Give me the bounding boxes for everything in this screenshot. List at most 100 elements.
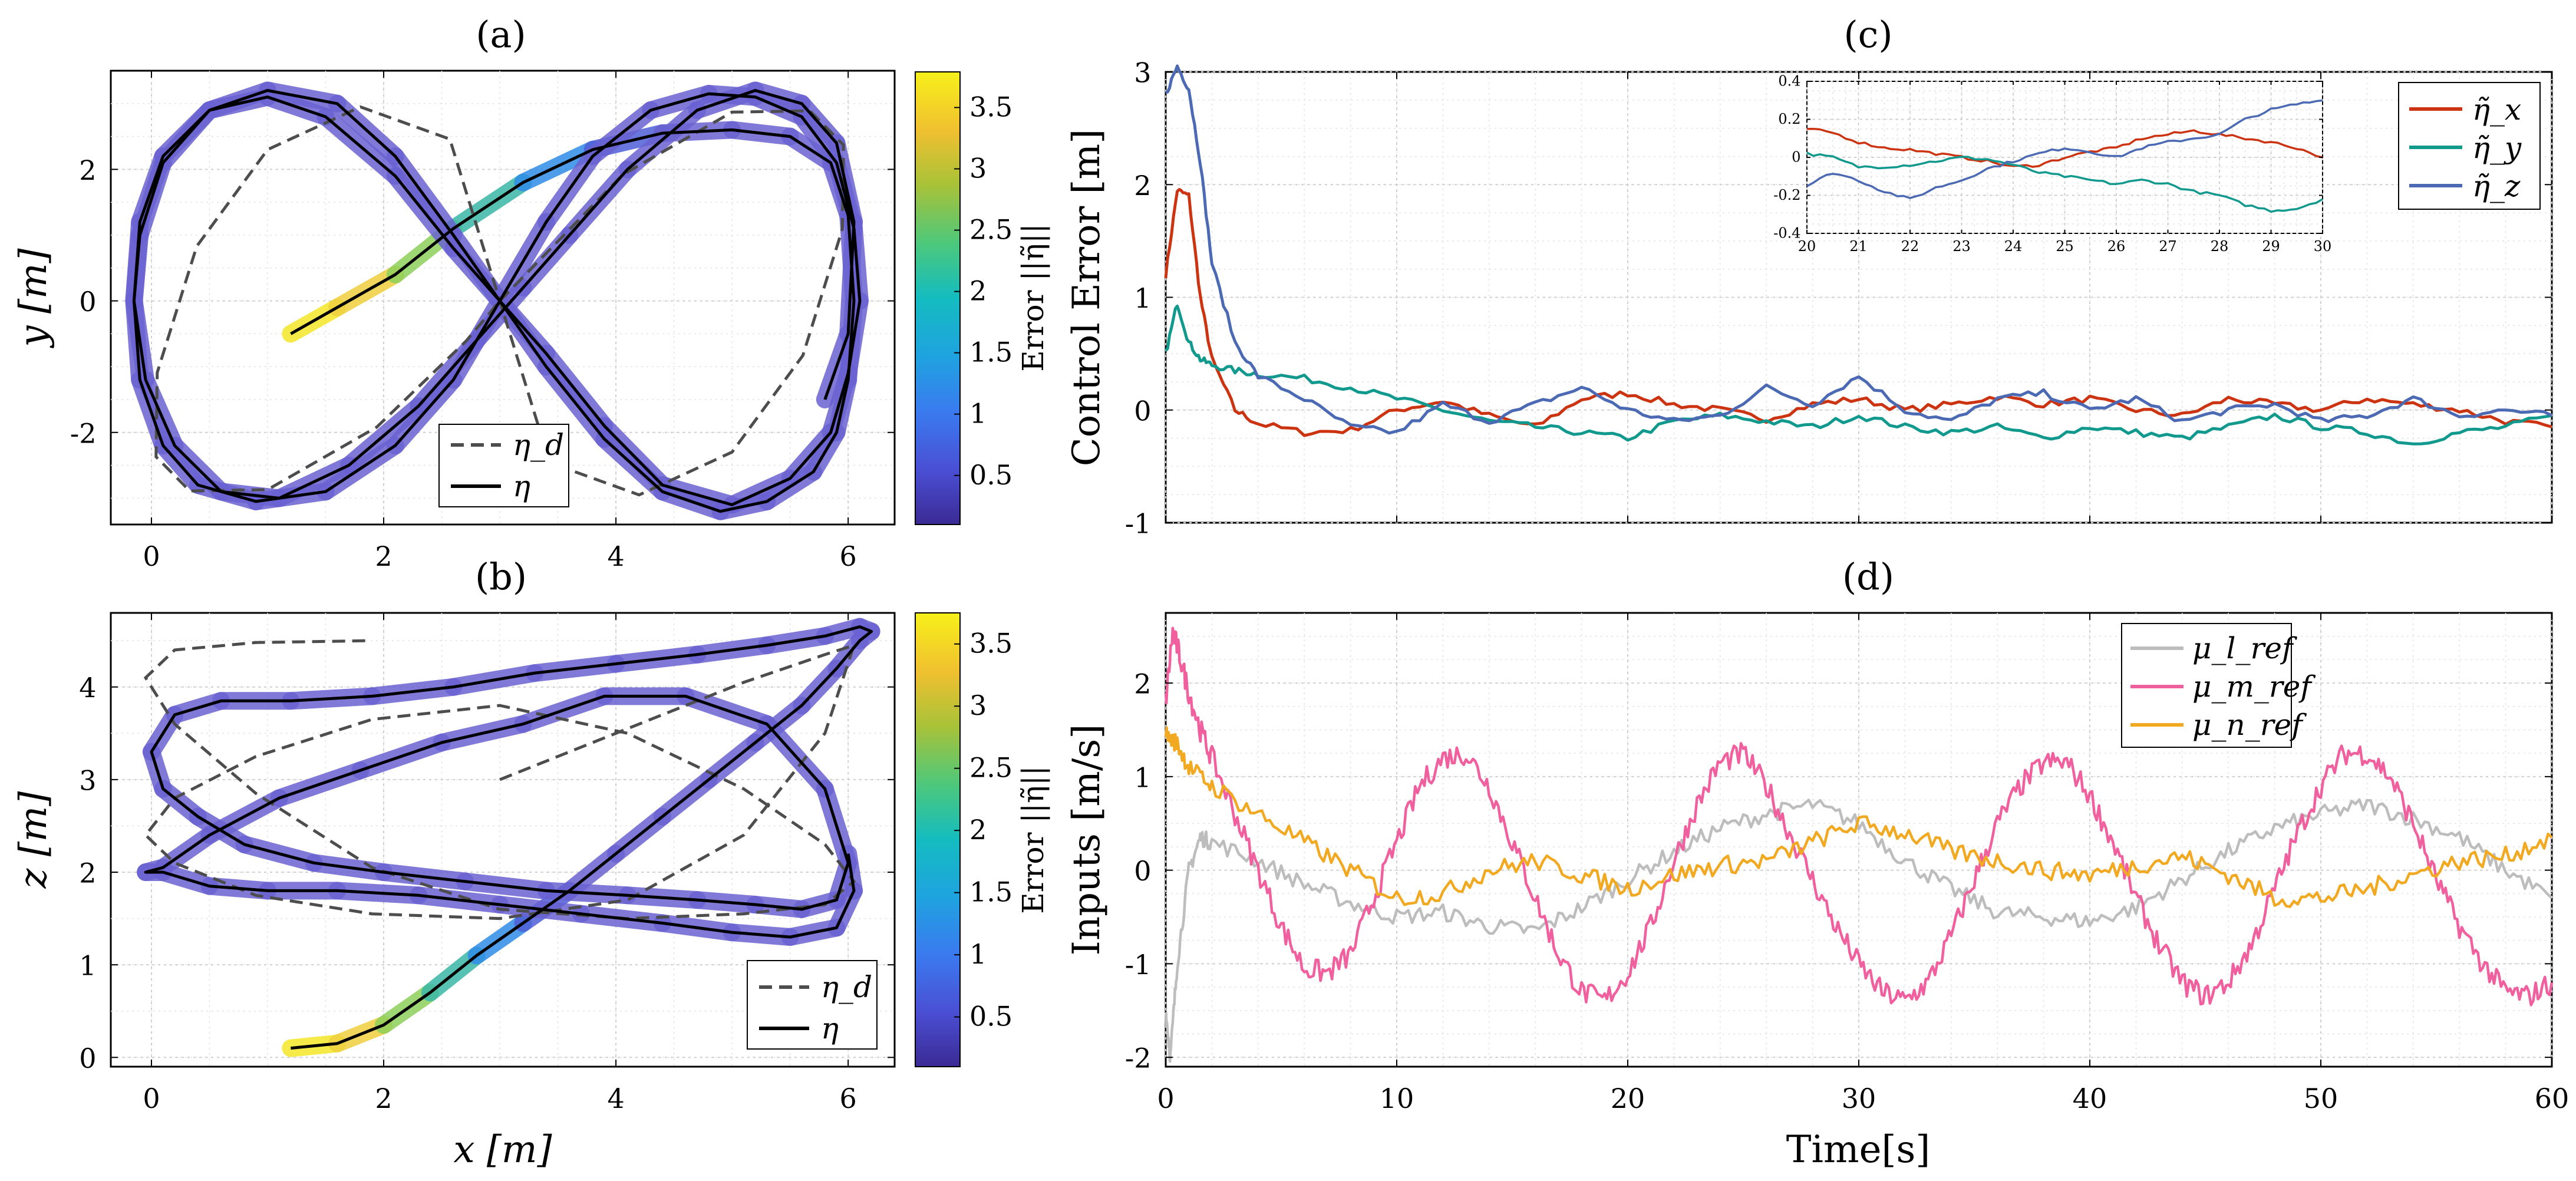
legend-d-m-label: μ_m_ref (2192, 669, 2316, 704)
x-tick-label: 40 (2073, 1083, 2107, 1114)
panel-d-legend: μ_l_ref μ_m_ref μ_n_ref (2121, 623, 2316, 748)
legend-d-l-label: μ_l_ref (2192, 631, 2297, 665)
x-tick-label: 25 (2056, 238, 2074, 255)
panel-d-xlabel: Time[s] (1786, 1128, 1931, 1172)
legend-d-n-label: μ_n_ref (2192, 708, 2307, 742)
colorbar-tick-label: 3 (969, 152, 987, 184)
panel-d-ylabel: Inputs [m/s] (1065, 724, 1109, 956)
y-tick-label: 4 (79, 672, 96, 704)
y-tick-label: -1 (1125, 508, 1152, 540)
inset-series-line (1806, 127, 2323, 168)
panel-a-title: (a) (476, 13, 526, 56)
x-tick-label: 24 (2004, 238, 2023, 255)
colorbar-tick-label: 1.5 (969, 876, 1012, 908)
x-tick-label: 0 (143, 540, 160, 572)
x-tick-label: 21 (1849, 238, 1868, 255)
input-series-line (1164, 798, 2553, 1063)
y-tick-label: 2 (1134, 170, 1151, 202)
x-tick-label: 30 (2314, 238, 2332, 255)
x-tick-label: 23 (1952, 238, 1971, 255)
x-tick-label: 26 (2107, 238, 2126, 255)
colorbar-tick-label: 3.5 (969, 628, 1012, 659)
y-tick-label: 3 (79, 764, 96, 796)
x-tick-label: 4 (607, 540, 624, 572)
panel-b-title: (b) (475, 555, 527, 598)
colorbar-tick-label: 1.5 (969, 337, 1012, 368)
y-tick-label: -1 (1125, 949, 1152, 981)
panel-b: (b) 0 2 4 6 0 1 2 3 4 x [m] z [m] η_d η 0.5 1 1.5 2… (12, 555, 1050, 1172)
y-tick-label: -2 (1125, 1043, 1152, 1074)
y-tick-label: 0 (1134, 395, 1151, 427)
y-tick-label: 2 (79, 857, 96, 889)
colorbar-tick-label: 0.5 (969, 459, 1012, 491)
panel-a-ticks: 0 2 4 6 -2 0 2 (70, 71, 895, 572)
y-tick-label: 0 (79, 1043, 96, 1074)
y-tick-label: 1 (1134, 282, 1151, 314)
x-tick-label: 28 (2211, 238, 2229, 255)
panel-c-legend: η̃_x η̃_y η̃_z (2398, 82, 2541, 210)
legend-c-y-label: η̃_y (2472, 131, 2522, 165)
y-tick-label: 0.4 (1778, 73, 1800, 90)
panel-a-plot (125, 81, 869, 520)
legend-a-actual-label: η (513, 469, 530, 503)
x-tick-label: 20 (1611, 1083, 1645, 1114)
x-tick-label: 29 (2262, 238, 2280, 255)
x-tick-label: 0 (1157, 1083, 1174, 1114)
panel-d-plot (1164, 626, 2554, 1063)
colorbar-tick-label: 1 (969, 398, 987, 430)
x-tick-label: 6 (840, 540, 857, 572)
colorbar-tick-label: 2 (969, 814, 987, 846)
colorbar-tick-label: 1 (969, 938, 987, 970)
x-tick-label: 20 (1798, 238, 1816, 255)
y-tick-label: 2 (79, 154, 96, 186)
panel-b-plot (137, 618, 880, 1057)
x-tick-label: 27 (2159, 238, 2177, 255)
y-tick-label: 1 (1134, 761, 1151, 793)
x-tick-label: 10 (1380, 1083, 1414, 1114)
legend-c-x-label: η̃_x (2472, 93, 2521, 127)
y-tick-label: 0 (1792, 149, 1800, 166)
y-tick-label: -2 (70, 417, 97, 449)
panel-d-ticks: 0 10 20 30 40 50 60 -2 -1 0 1 2 (1125, 613, 2570, 1114)
x-tick-label: 2 (375, 540, 392, 572)
colorbar-tick-label: 0.5 (969, 1001, 1012, 1032)
y-tick-label: 3 (1134, 57, 1151, 89)
panel-c-plot (1164, 64, 2553, 446)
desired-trajectory-line (154, 105, 845, 497)
x-tick-label: 60 (2535, 1083, 2570, 1114)
panel-b-colorbar: 0.5 1 1.5 2 2.5 3 3.5 Error ||η̃|| (915, 612, 1050, 1067)
y-tick-label: 2 (1134, 668, 1151, 700)
error-series-line (1165, 304, 2552, 446)
panel-b-legend: η_d η (747, 960, 878, 1050)
colorbar-tick-label: 2 (969, 275, 987, 307)
colorbar-a-label: Error ||η̃|| (1016, 223, 1050, 372)
actual-trajectory-line (132, 89, 862, 513)
colorbar-tick-label: 2.5 (969, 214, 1012, 246)
y-tick-label: 0 (79, 286, 96, 318)
error-series-line (1165, 64, 2553, 435)
input-series-line (1164, 726, 2553, 908)
panel-a-ylabel: y [m] (12, 248, 55, 348)
panel-b-ylabel: z [m] (12, 791, 55, 889)
panel-c-inset: 20 21 22 23 24 25 26 27 28 29 30 -0.4 -0.2 0 0.2 0.4 (1773, 73, 2331, 255)
panel-b-ticks: 0 2 4 6 0 1 2 3 4 (79, 613, 895, 1114)
y-tick-label: 0.2 (1778, 111, 1800, 127)
panel-b-xlabel: x [m] (453, 1128, 552, 1172)
input-series-line (1164, 626, 2554, 1007)
colorbar-b-label: Error ||η̃|| (1016, 766, 1050, 914)
panel-c-title: (c) (1843, 13, 1892, 56)
colorbar-tick-label: 2.5 (969, 752, 1012, 784)
legend-b-desired-label: η_d (821, 970, 872, 1004)
colorbar-tick-label: 3.5 (969, 91, 1012, 123)
legend-b-actual-label: η (821, 1011, 839, 1045)
actual-trajectory-line (144, 625, 873, 1050)
x-tick-label: 2 (375, 1083, 392, 1114)
desired-trajectory-line (143, 639, 856, 921)
inset-series-line (1806, 99, 2323, 199)
panel-d: (d) 0 10 20 30 40 50 60 -2 -1 0 1 2 Time[s] Inputs … (1065, 555, 2569, 1172)
x-tick-label: 4 (607, 1083, 624, 1114)
panel-d-title: (d) (1842, 555, 1894, 598)
panel-a-legend: η_d η (438, 424, 569, 507)
